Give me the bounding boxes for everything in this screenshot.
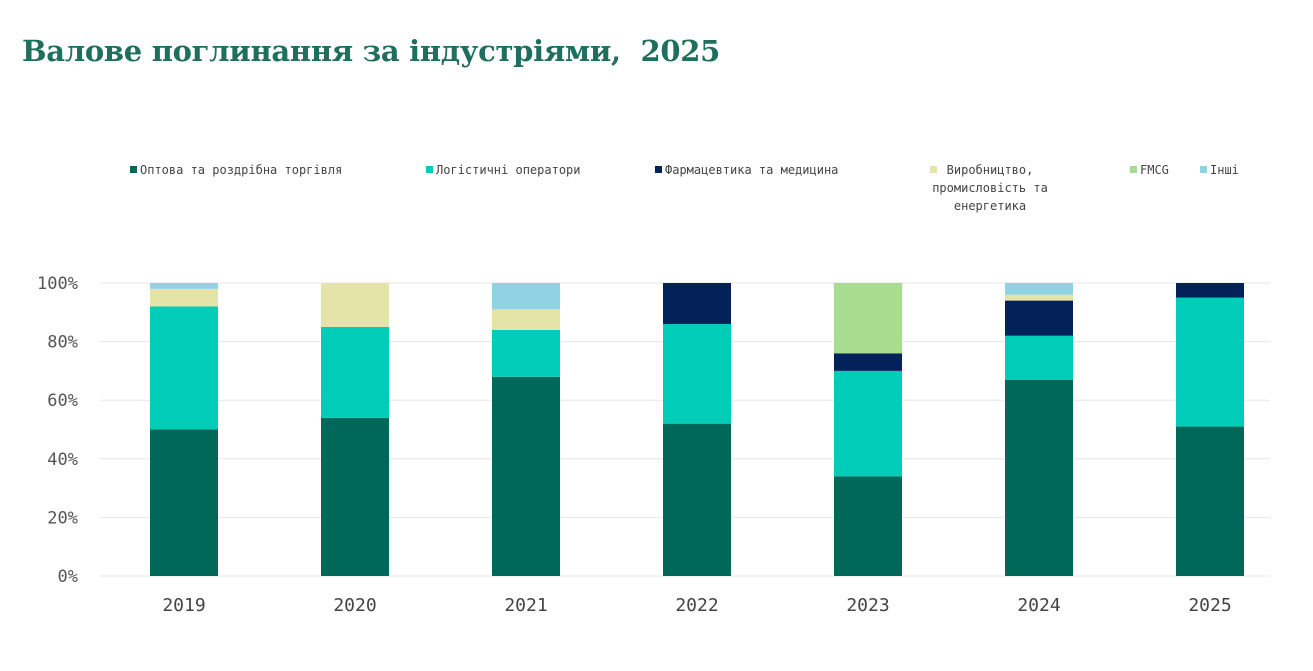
- legend-swatch: [1200, 166, 1207, 173]
- legend-swatch: [426, 166, 433, 173]
- bar-segment: [1005, 379, 1073, 576]
- legend-label: FMCG: [1140, 163, 1169, 177]
- legend-label: Оптова та роздрібна торгівля: [140, 163, 342, 177]
- bar-segment: [663, 324, 731, 424]
- bar-segment: [492, 309, 560, 330]
- bar-segment: [834, 476, 902, 576]
- x-tick-label: 2021: [504, 595, 547, 616]
- legend-label: Логістичні оператори: [436, 163, 581, 177]
- bar-segment: [1005, 283, 1073, 295]
- legend-label: Фармацевтика та медицина: [665, 163, 838, 177]
- y-tick-label: 60%: [47, 391, 78, 411]
- bar-segment: [1176, 283, 1244, 298]
- bar-segment: [150, 283, 218, 289]
- x-tick-label: 2023: [846, 595, 889, 616]
- bar-segment: [1005, 335, 1073, 380]
- x-tick-label: 2020: [333, 595, 376, 616]
- legend-label: Інші: [1210, 163, 1239, 177]
- legend-swatch: [130, 166, 137, 173]
- bar-segment: [321, 417, 389, 576]
- bar-segment: [321, 283, 389, 327]
- bar-segment: [663, 423, 731, 576]
- bar-segment: [1005, 300, 1073, 336]
- x-tick-label: 2025: [1188, 595, 1231, 616]
- bar-segment: [663, 283, 731, 325]
- bar-segment: [150, 429, 218, 576]
- bar-segment: [150, 288, 218, 307]
- bar-segment: [1005, 294, 1073, 301]
- legend-swatch: [1130, 166, 1137, 173]
- bar-segment: [492, 376, 560, 576]
- bar-segment: [834, 370, 902, 477]
- y-tick-label: 20%: [47, 508, 78, 528]
- bar-segment: [492, 329, 560, 377]
- y-tick-label: 80%: [47, 333, 78, 353]
- bar-segment: [492, 283, 560, 310]
- legend-swatch: [655, 166, 662, 173]
- bar-segment: [150, 306, 218, 430]
- legend-label: Виробництво, промисловість та енергетика: [932, 163, 1048, 213]
- bar-segment: [834, 283, 902, 354]
- x-tick-label: 2022: [675, 595, 718, 616]
- bar-segment: [1176, 426, 1244, 576]
- x-tick-label: 2024: [1017, 595, 1060, 616]
- y-tick-label: 100%: [37, 274, 78, 294]
- y-tick-label: 40%: [47, 450, 78, 470]
- legend-swatch: [930, 166, 937, 173]
- bar-segment: [321, 326, 389, 418]
- x-tick-label: 2019: [162, 595, 205, 616]
- y-tick-label: 0%: [58, 567, 78, 587]
- bar-segment: [834, 353, 902, 371]
- chart-title: Валове поглинання за індустріями, 2025: [22, 34, 720, 68]
- bar-segment: [1176, 297, 1244, 427]
